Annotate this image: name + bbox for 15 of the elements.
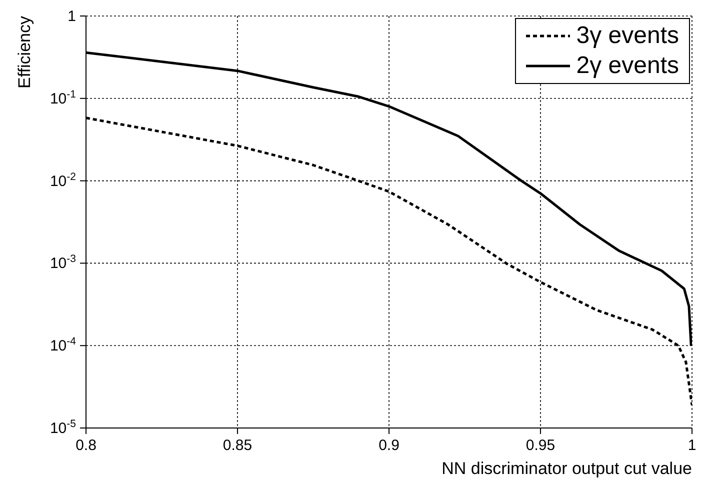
legend-label: 2γ events [576,51,679,81]
x-tick-label: 0.9 [378,437,400,454]
y-tick-label: 10$^{-1}$ [50,88,76,108]
x-tick-label: 1 [688,437,696,454]
x-axis-title: NN discriminator output cut value [442,459,692,478]
x-tick-label: 0.95 [526,437,556,454]
x-tick-label: 0.85 [222,437,252,454]
y-tick-label: 10$^{-3}$ [50,253,76,272]
y-tick-label: 10$^{-5}$ [50,418,76,437]
y-axis-title: Efficiency [15,16,34,88]
x-tick-label: 0.8 [76,437,96,454]
y-tick-label: 1 [68,8,76,25]
y-tick-label: 10$^{-2}$ [50,170,76,190]
legend-label: 3γ events [576,21,679,51]
y-tick-label: 10$^{-4}$ [50,336,76,355]
